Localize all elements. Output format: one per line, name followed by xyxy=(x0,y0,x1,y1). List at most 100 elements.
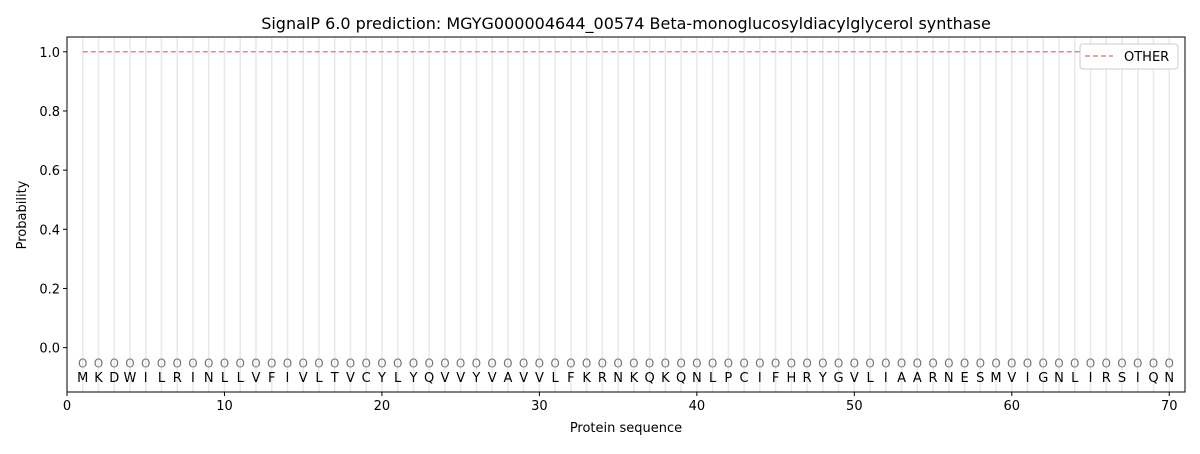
residue-label: V xyxy=(519,371,528,386)
y-axis-label: Probability xyxy=(15,180,30,249)
legend: OTHER xyxy=(1079,43,1179,70)
region-marker: O xyxy=(298,356,307,370)
region-marker: O xyxy=(361,356,370,370)
region-marker: O xyxy=(440,356,449,370)
region-marker: O xyxy=(204,356,213,370)
x-tick-label: 50 xyxy=(846,399,863,414)
region-marker: O xyxy=(724,356,733,370)
region-marker: O xyxy=(487,356,496,370)
residue-label: I xyxy=(1089,371,1093,386)
residue-label: V xyxy=(1007,371,1016,386)
x-tick-label: 0 xyxy=(63,399,71,414)
residue-label: D xyxy=(109,371,119,386)
region-marker: O xyxy=(78,356,87,370)
region-marker: O xyxy=(1117,356,1126,370)
x-tick-label: 70 xyxy=(1161,399,1178,414)
plot-frame xyxy=(66,36,1186,393)
residue-label: C xyxy=(740,371,749,386)
region-marker: O xyxy=(771,356,780,370)
residue-label: K xyxy=(630,371,639,386)
region-marker: O xyxy=(613,356,622,370)
region-marker: O xyxy=(172,356,181,370)
residue-label: K xyxy=(94,371,103,386)
region-marker: O xyxy=(267,356,276,370)
region-marker: O xyxy=(802,356,811,370)
residue-label: L xyxy=(552,371,560,386)
region-marker: O xyxy=(645,356,654,370)
region-marker: O xyxy=(991,356,1000,370)
residue-label: I xyxy=(758,371,762,386)
residue-label: R xyxy=(1102,371,1111,386)
residue-label: G xyxy=(1038,371,1048,386)
region-marker: O xyxy=(550,356,559,370)
residue-label: N xyxy=(1164,371,1174,386)
residue-label: L xyxy=(221,371,229,386)
region-marker: O xyxy=(346,356,355,370)
residue-label: L xyxy=(1071,371,1079,386)
region-marker: O xyxy=(330,356,339,370)
residue-label: V xyxy=(346,371,355,386)
region-marker: O xyxy=(1039,356,1048,370)
x-tick-label: 60 xyxy=(1004,399,1021,414)
residue-label: F xyxy=(772,371,779,386)
residue-label: Y xyxy=(818,371,827,386)
residue-label: K xyxy=(661,371,670,386)
residue-label: S xyxy=(1118,371,1126,386)
region-marker: O xyxy=(708,356,717,370)
residue-label: Q xyxy=(676,371,686,386)
region-marker: O xyxy=(834,356,843,370)
residue-label: N xyxy=(1054,371,1064,386)
residue-label: N xyxy=(944,371,954,386)
region-marker: O xyxy=(235,356,244,370)
legend-other-label: OTHER xyxy=(1124,50,1169,65)
residue-label: I xyxy=(286,371,290,386)
y-tick-label: 0.0 xyxy=(39,342,60,357)
residue-label: G xyxy=(834,371,844,386)
region-marker: O xyxy=(739,356,748,370)
residue-label: I xyxy=(1026,371,1030,386)
residue-label: I xyxy=(191,371,195,386)
residue-label: N xyxy=(613,371,623,386)
residue-label: V xyxy=(299,371,308,386)
region-marker: O xyxy=(1086,356,1095,370)
residue-label: V xyxy=(456,371,465,386)
region-marker: O xyxy=(881,356,890,370)
residue-label: Q xyxy=(424,371,434,386)
region-marker: O xyxy=(125,356,134,370)
residue-label: Q xyxy=(645,371,655,386)
residue-label: V xyxy=(488,371,497,386)
residue-label: L xyxy=(709,371,717,386)
region-marker: O xyxy=(283,356,292,370)
region-marker: O xyxy=(598,356,607,370)
region-marker: O xyxy=(1165,356,1174,370)
region-marker: O xyxy=(1054,356,1063,370)
residue-label: L xyxy=(866,371,874,386)
region-marker: O xyxy=(960,356,969,370)
residue-label: Q xyxy=(1148,371,1158,386)
residue-label: L xyxy=(315,371,323,386)
region-marker: O xyxy=(676,356,685,370)
residue-label: T xyxy=(330,371,339,386)
region-marker: O xyxy=(976,356,985,370)
residue-label: R xyxy=(598,371,607,386)
y-tick-label: 0.6 xyxy=(39,164,60,179)
region-marker: O xyxy=(661,356,670,370)
region-marker: O xyxy=(535,356,544,370)
residue-label: S xyxy=(976,371,984,386)
region-marker: O xyxy=(519,356,528,370)
region-marker: O xyxy=(188,356,197,370)
x-tick-label: 30 xyxy=(531,399,548,414)
residue-label: A xyxy=(897,371,906,386)
residue-label: F xyxy=(567,371,574,386)
residue-label: E xyxy=(960,371,968,386)
region-marker: O xyxy=(1070,356,1079,370)
x-axis-label: Protein sequence xyxy=(570,421,682,436)
region-marker: O xyxy=(755,356,764,370)
region-marker: O xyxy=(424,356,433,370)
residue-label: W xyxy=(124,371,137,386)
region-marker: O xyxy=(850,356,859,370)
region-marker: O xyxy=(787,356,796,370)
x-tick-label: 20 xyxy=(374,399,391,414)
region-marker: O xyxy=(94,356,103,370)
